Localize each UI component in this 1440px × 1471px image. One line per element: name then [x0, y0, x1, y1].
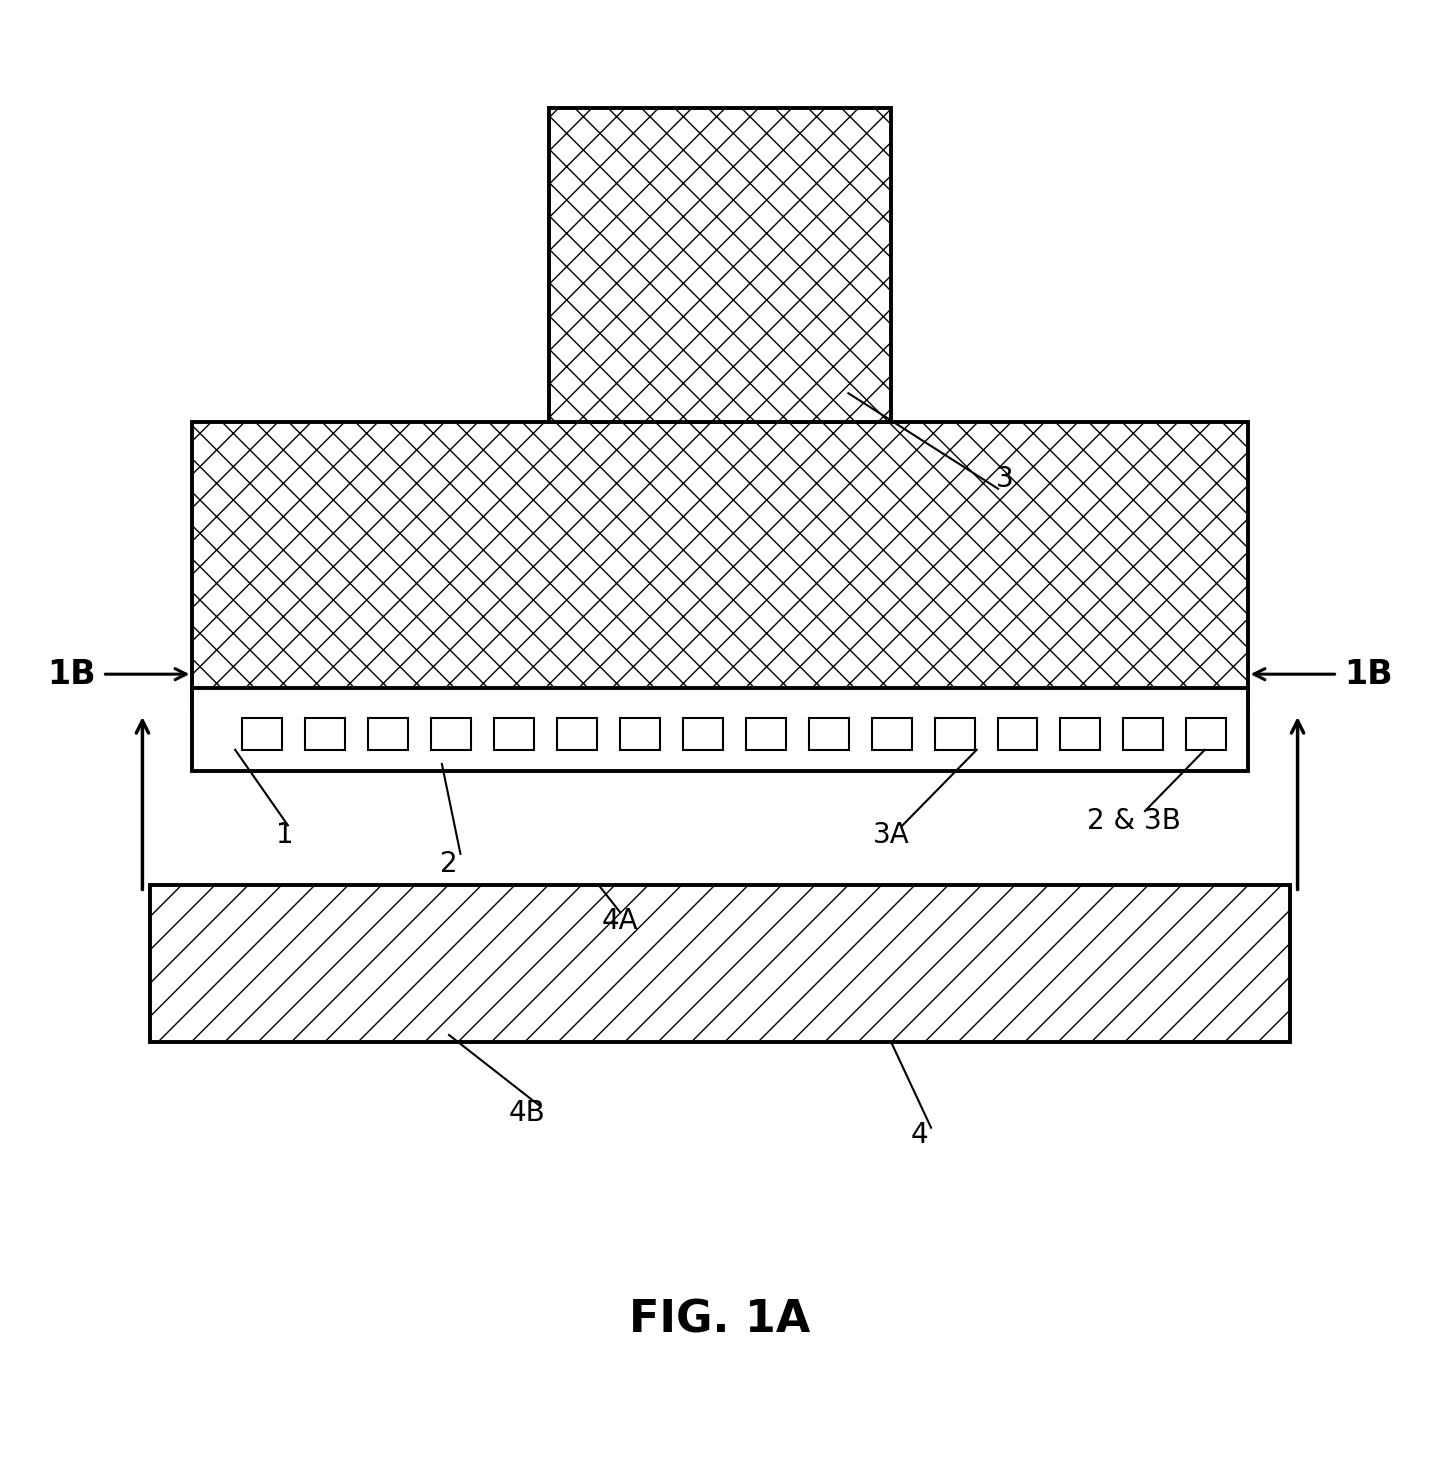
- Bar: [998, 718, 1037, 750]
- Bar: [150, 886, 1290, 1041]
- Text: 2: 2: [441, 850, 458, 878]
- Bar: [809, 718, 848, 750]
- Bar: [1123, 718, 1164, 750]
- Bar: [1060, 718, 1100, 750]
- Bar: [1187, 718, 1227, 750]
- Bar: [557, 718, 596, 750]
- Bar: [305, 718, 346, 750]
- Bar: [683, 718, 723, 750]
- Bar: [549, 107, 891, 422]
- Text: FIG. 1A: FIG. 1A: [629, 1299, 811, 1342]
- Text: 4B: 4B: [510, 1099, 546, 1127]
- Text: 1: 1: [276, 821, 294, 849]
- Text: 3A: 3A: [873, 821, 910, 849]
- Bar: [494, 718, 534, 750]
- Text: 4A: 4A: [602, 908, 638, 936]
- Text: 2 & 3B: 2 & 3B: [1087, 808, 1181, 836]
- Text: 4: 4: [912, 1121, 929, 1149]
- Bar: [935, 718, 975, 750]
- Bar: [431, 718, 471, 750]
- Bar: [746, 718, 786, 750]
- Bar: [193, 422, 1247, 708]
- Text: 3: 3: [996, 465, 1014, 493]
- Bar: [369, 718, 408, 750]
- Text: 1B: 1B: [48, 658, 95, 691]
- Text: 1B: 1B: [1345, 658, 1392, 691]
- Bar: [193, 688, 1247, 771]
- Bar: [242, 718, 282, 750]
- Bar: [619, 718, 660, 750]
- Bar: [871, 718, 912, 750]
